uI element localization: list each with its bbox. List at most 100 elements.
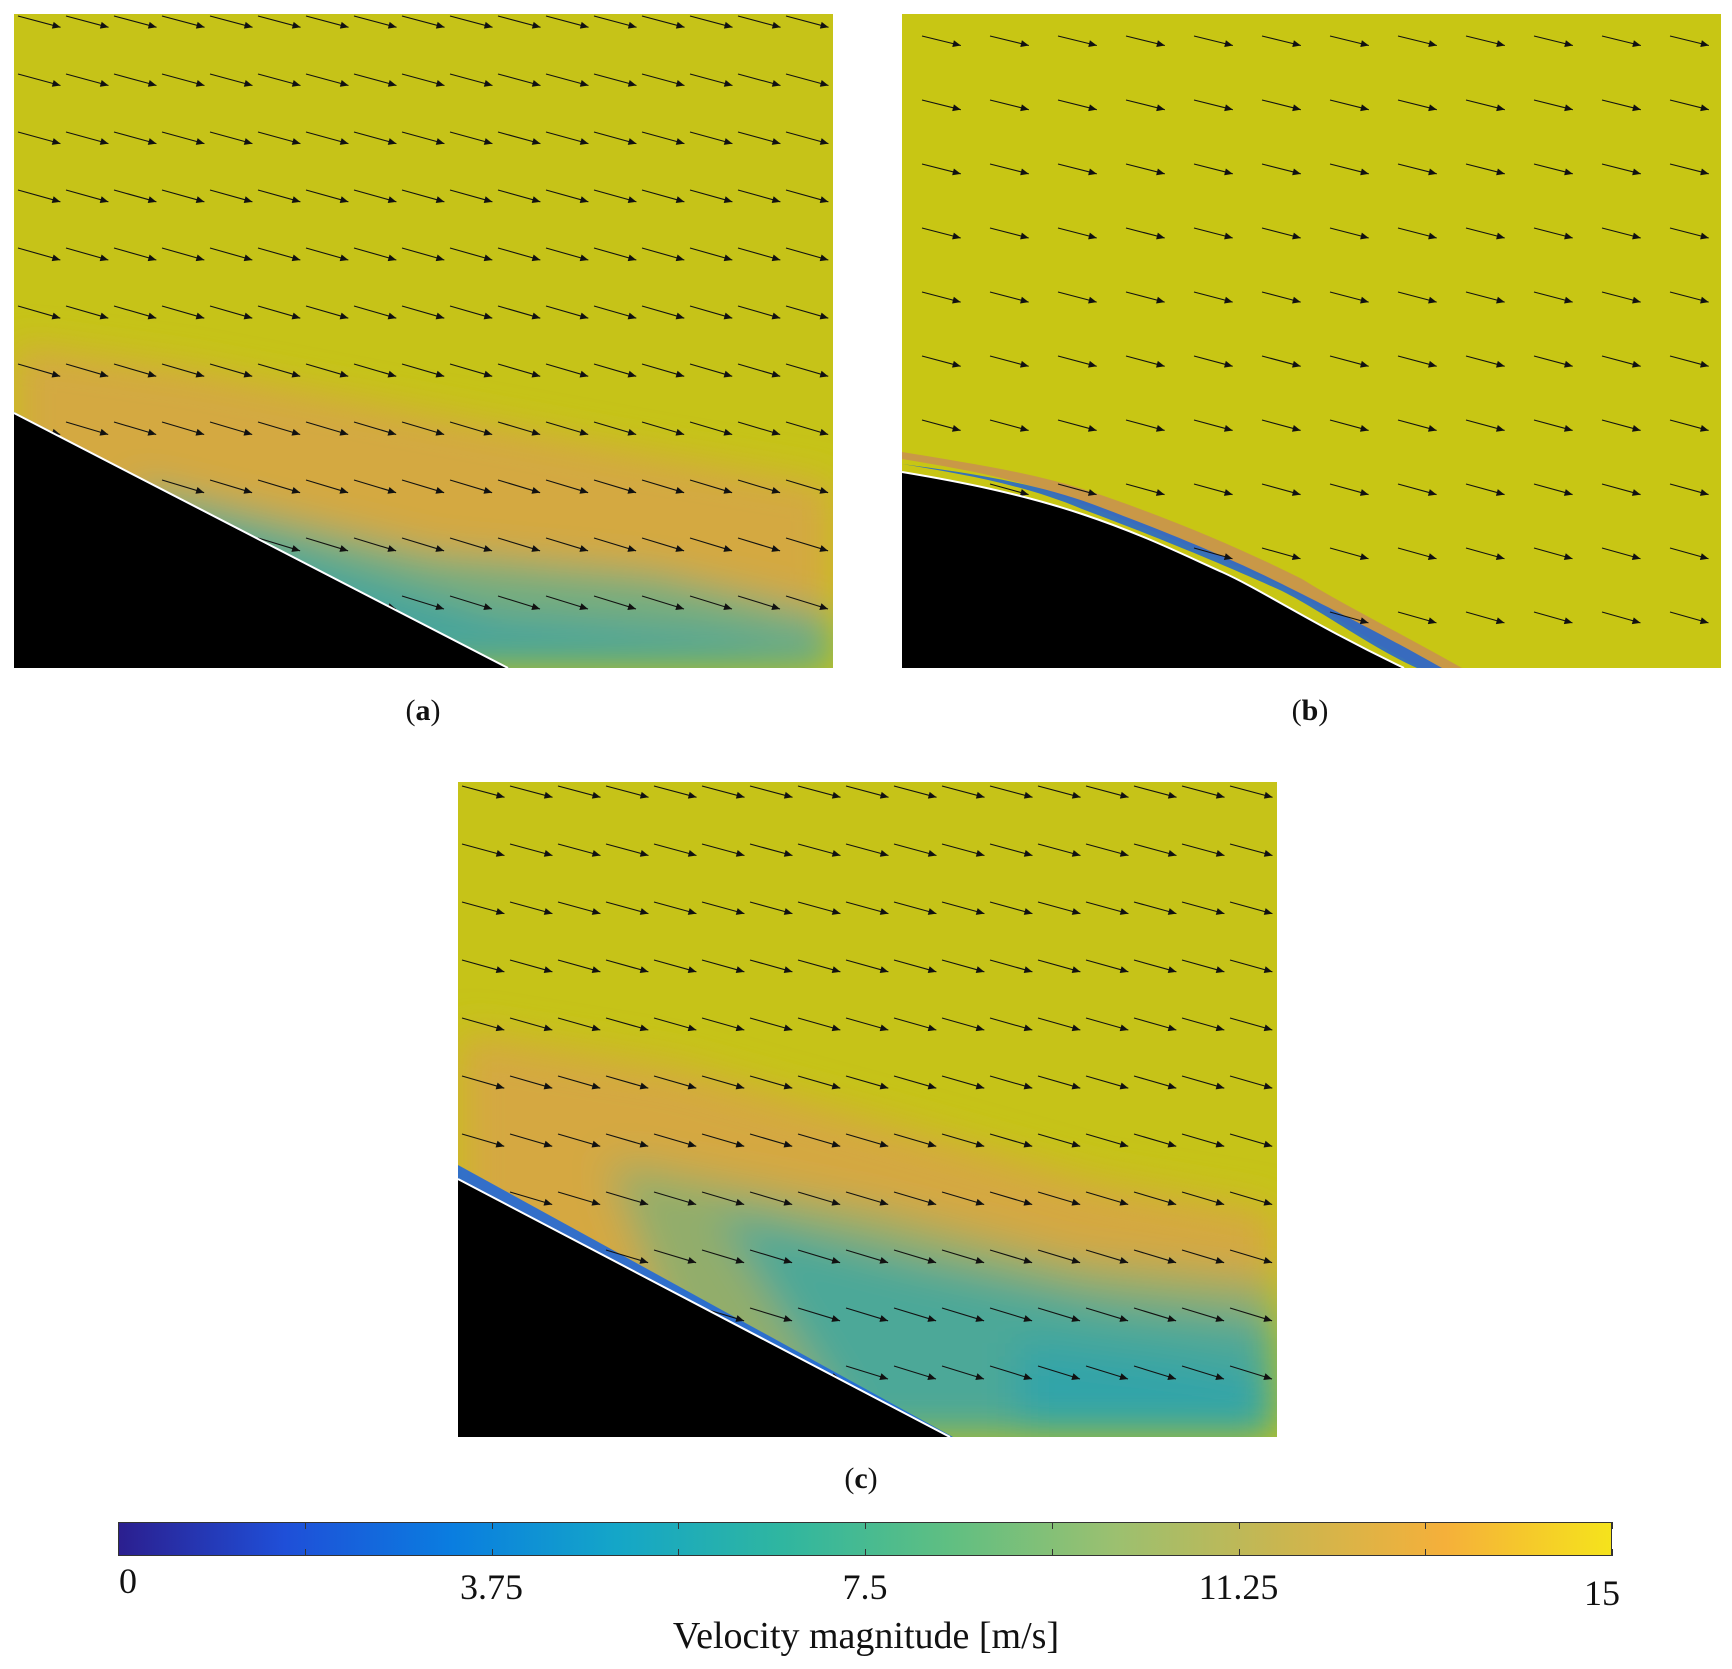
velocity-arrowhead <box>339 138 349 145</box>
velocity-arrowhead <box>831 1024 841 1032</box>
velocity-arrowhead <box>387 428 397 436</box>
velocity-arrowhead <box>639 1257 649 1264</box>
velocity-arrowhead <box>495 850 505 857</box>
velocity-arrowhead <box>1563 424 1573 432</box>
velocity-arrowhead <box>675 80 685 87</box>
velocity-arrowhead <box>783 1024 793 1032</box>
velocity-arrowhead <box>675 487 685 494</box>
velocity-arrowhead <box>831 908 841 915</box>
velocity-arrowhead <box>531 254 541 262</box>
velocity-arrowhead <box>1632 40 1641 48</box>
velocity-arrowhead <box>1631 617 1641 625</box>
velocity-arrowhead <box>291 487 301 494</box>
velocity-arrowhead <box>195 80 205 87</box>
velocity-arrowhead <box>99 312 109 320</box>
velocity-arrowhead <box>339 80 349 87</box>
velocity-arrowhead <box>1215 1140 1225 1148</box>
velocity-arrowhead <box>735 1198 745 1206</box>
velocity-arrowhead <box>1167 1140 1177 1148</box>
velocity-arrowhead <box>339 254 349 262</box>
velocity-arrowhead <box>675 428 685 436</box>
velocity-arrowhead <box>1699 553 1709 560</box>
velocity-arrowhead <box>483 196 493 204</box>
velocity-arrowhead <box>627 312 637 320</box>
velocity-arrowhead <box>831 791 841 799</box>
velocity-arrowhead <box>147 254 157 262</box>
velocity-arrowhead <box>339 487 349 494</box>
velocity-arrowhead <box>831 1140 841 1148</box>
velocity-arrowhead <box>1563 553 1573 560</box>
velocity-arrowhead <box>639 791 649 799</box>
velocity-arrowhead <box>1292 296 1301 304</box>
velocity-arrowhead <box>1023 850 1033 857</box>
velocity-arrowhead <box>591 908 601 915</box>
velocity-arrowhead <box>627 138 637 145</box>
velocity-arrowhead <box>1263 1315 1273 1322</box>
velocity-arrowhead <box>1155 424 1165 432</box>
velocity-arrowhead <box>735 791 745 799</box>
caption-b: (b) <box>1291 694 1329 727</box>
velocity-arrowhead <box>975 1315 985 1322</box>
colorbar-tick-label: 15 <box>1584 1573 1620 1613</box>
velocity-arrowhead <box>927 850 937 857</box>
velocity-arrowhead <box>1071 908 1081 915</box>
flow-field-panel-c <box>458 782 1277 1437</box>
velocity-arrowhead <box>579 80 589 87</box>
velocity-arrowhead <box>591 1198 601 1206</box>
colorbar-tick <box>1425 1522 1427 1556</box>
velocity-arrowhead <box>339 428 349 436</box>
velocity-arrowhead <box>1495 553 1505 560</box>
velocity-arrowhead <box>819 428 829 436</box>
velocity-arrowhead <box>1215 1373 1225 1380</box>
velocity-arrowhead <box>687 1257 697 1264</box>
velocity-arrowhead <box>723 312 733 320</box>
velocity-arrowhead <box>1156 168 1165 176</box>
velocity-arrowhead <box>783 1198 793 1206</box>
velocity-arrowhead <box>639 966 649 974</box>
velocity-arrowhead <box>1167 1257 1177 1264</box>
velocity-arrowhead <box>927 1082 937 1090</box>
velocity-arrowhead <box>927 1257 937 1264</box>
velocity-arrowhead <box>1071 966 1081 974</box>
velocity-arrowhead <box>1359 617 1369 625</box>
colorbar-tick-label: 7.5 <box>842 1567 888 1607</box>
velocity-arrowhead <box>51 80 61 87</box>
velocity-arrowhead <box>1428 232 1437 240</box>
colorbar-tick <box>1051 1522 1053 1556</box>
velocity-arrowhead <box>675 312 685 320</box>
velocity-arrowhead <box>1019 489 1029 496</box>
velocity-arrowhead <box>879 1315 889 1322</box>
velocity-arrowhead <box>1023 1140 1033 1148</box>
velocity-arrowhead <box>339 196 349 204</box>
velocity-arrowhead <box>723 428 733 436</box>
velocity-arrowhead <box>675 370 685 378</box>
velocity-arrowhead <box>927 966 937 974</box>
velocity-arrowhead <box>387 312 397 320</box>
velocity-arrowhead <box>243 254 253 262</box>
velocity-arrowhead <box>1263 850 1273 857</box>
velocity-arrowhead <box>1071 1373 1081 1380</box>
velocity-arrowhead <box>735 1024 745 1032</box>
velocity-arrowhead <box>879 1198 889 1206</box>
velocity-arrowhead <box>783 1257 793 1264</box>
velocity-arrowhead <box>1119 1198 1129 1206</box>
velocity-arrowhead <box>591 791 601 799</box>
velocity-arrowhead <box>1071 791 1081 799</box>
velocity-arrowhead <box>783 850 793 857</box>
velocity-arrowhead <box>1071 1140 1081 1148</box>
velocity-arrowhead <box>435 312 445 320</box>
velocity-arrowhead <box>1564 168 1573 176</box>
velocity-arrowhead <box>952 40 961 48</box>
velocity-arrowhead <box>879 966 889 974</box>
velocity-arrowhead <box>1292 104 1301 112</box>
velocity-arrowhead <box>387 196 397 204</box>
velocity-arrowhead <box>831 1082 841 1090</box>
velocity-arrowhead <box>195 312 205 320</box>
velocity-arrowhead <box>195 138 205 145</box>
velocity-arrowhead <box>579 370 589 378</box>
velocity-arrowhead <box>1071 1024 1081 1032</box>
velocity-arrowhead <box>771 487 781 494</box>
velocity-arrowhead <box>495 1024 505 1032</box>
velocity-arrowhead <box>1167 1198 1177 1206</box>
velocity-arrowhead <box>1167 966 1177 974</box>
